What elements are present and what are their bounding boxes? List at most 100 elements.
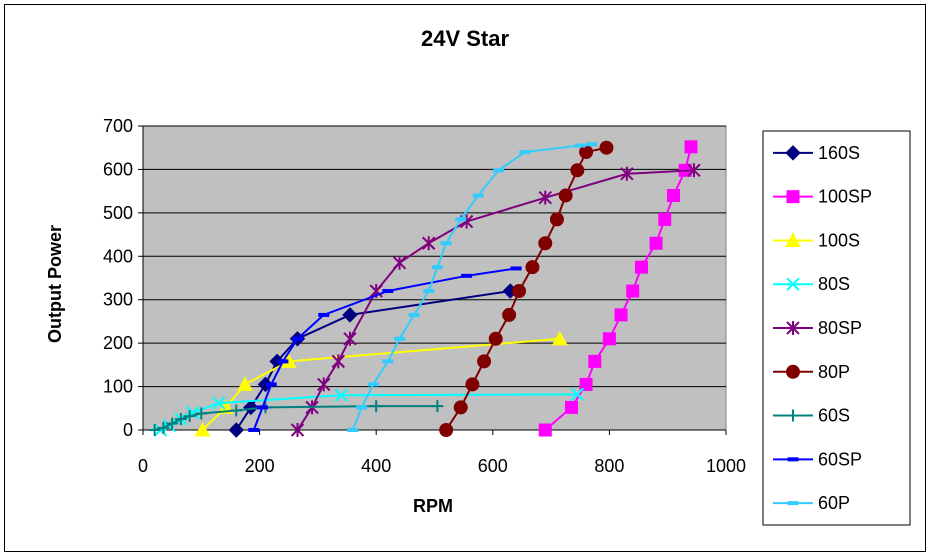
- data-point-60p: [586, 142, 598, 147]
- data-point-80p: [477, 354, 492, 369]
- y-tick-label: 500: [103, 203, 133, 223]
- data-point-160s: [243, 399, 259, 416]
- data-point-60p: [472, 193, 484, 198]
- chart-title: 24V Star: [421, 26, 509, 51]
- x-tick-label: 0: [138, 456, 148, 476]
- series-80p: [439, 140, 614, 437]
- data-point-80p: [512, 284, 527, 299]
- data-point-60sp: [248, 428, 260, 432]
- data-point-60p: [493, 168, 505, 173]
- legend-marker: [787, 409, 799, 422]
- data-point-80s: [212, 396, 226, 410]
- data-point-80p: [525, 260, 540, 275]
- data-point-100sp: [649, 236, 663, 250]
- x-tick-label: 1000: [706, 456, 746, 476]
- data-point-100sp: [579, 377, 593, 391]
- legend-marker: [785, 232, 801, 247]
- legend-label: 80SP: [818, 318, 862, 338]
- data-point-80p: [538, 236, 553, 251]
- legend-item-60s: 60S: [773, 406, 850, 426]
- y-tick-label: 200: [103, 333, 133, 353]
- series-60p: [347, 142, 598, 432]
- data-point-80p: [439, 423, 454, 437]
- plot-area: 0 100 200 300 400 500 600 700 0 200 400 600 800 1000: [103, 116, 746, 476]
- x-tick-label: 200: [245, 456, 275, 476]
- data-point-60s: [230, 404, 243, 417]
- data-point-80s: [570, 387, 585, 402]
- data-point-80sp: [331, 354, 346, 369]
- data-point-60sp: [382, 289, 394, 294]
- legend-label: 100S: [818, 230, 860, 250]
- legend-item-60sp: 60SP: [773, 449, 862, 469]
- data-point-100sp: [588, 354, 602, 368]
- data-point-100sp: [538, 423, 552, 437]
- data-point-100sp: [667, 188, 681, 202]
- data-point-80sp: [421, 236, 436, 251]
- data-point-100s: [194, 421, 211, 437]
- y-tick-label: 300: [103, 290, 133, 310]
- data-point-60p: [440, 241, 452, 246]
- legend-marker: [786, 277, 800, 291]
- data-point-80p: [488, 331, 503, 346]
- data-point-60s: [157, 421, 170, 434]
- data-point-60s: [195, 407, 208, 420]
- legend-label: 60SP: [818, 449, 862, 469]
- series-100sp: [538, 140, 698, 437]
- data-point-80p: [599, 140, 614, 155]
- data-point-160s: [342, 307, 358, 323]
- x-tick-label: 800: [594, 456, 624, 476]
- data-point-100sp: [565, 400, 579, 414]
- data-point-60sp: [510, 266, 522, 271]
- x-axis-title: RPM: [413, 496, 453, 516]
- legend-marker: [785, 145, 801, 161]
- legend-marker: [786, 364, 800, 379]
- data-point-80p: [465, 377, 480, 392]
- data-point-100sp: [602, 332, 616, 346]
- legend-marker: [787, 457, 799, 462]
- data-point-80sp: [392, 255, 407, 270]
- data-point-100sp: [658, 212, 672, 226]
- data-point-60sp: [277, 359, 289, 364]
- data-point-60s: [174, 413, 187, 426]
- y-axis-title: Output Power: [45, 225, 65, 343]
- data-point-60s: [148, 424, 161, 436]
- data-point-80p: [558, 188, 573, 203]
- data-point-160s: [228, 422, 244, 438]
- data-point-60sp: [257, 405, 269, 410]
- legend-item-100s: 100S: [773, 230, 860, 250]
- data-point-100s: [237, 376, 253, 391]
- data-point-60p: [382, 359, 394, 364]
- data-point-80p: [453, 400, 468, 415]
- legend-marker: [786, 190, 800, 204]
- legend-item-60p: 60P: [773, 493, 850, 513]
- data-point-80p: [570, 163, 585, 178]
- data-point-80p: [502, 307, 517, 322]
- y-tick-label: 100: [103, 377, 133, 397]
- data-point-80sp: [343, 331, 357, 346]
- data-point-80p: [549, 212, 564, 227]
- legend-item-80p: 80P: [773, 362, 850, 382]
- data-point-60p: [356, 405, 368, 410]
- data-point-60sp: [265, 382, 277, 387]
- legend: 160S 100SP 100S 80S 80SP 80P 60S 60SP 60P: [762, 130, 911, 526]
- series-line-80sp: [296, 169, 694, 431]
- data-point-80sp: [317, 377, 331, 392]
- legend-label: 160S: [818, 143, 860, 163]
- x-tick-label: 400: [361, 456, 391, 476]
- legend-label: 60P: [818, 493, 850, 513]
- y-tick-label: 0: [123, 420, 133, 440]
- data-point-80sp: [620, 166, 634, 181]
- data-point-60p: [519, 150, 531, 155]
- series-100s: [194, 330, 568, 437]
- data-point-60sp: [461, 273, 473, 278]
- series-60sp: [248, 266, 522, 432]
- y-tick-label: 600: [103, 159, 133, 179]
- data-point-100sp: [634, 260, 648, 274]
- series-line-60s: [154, 405, 438, 431]
- legend-marker: [787, 501, 799, 506]
- legend-item-100sp: 100SP: [773, 187, 872, 207]
- data-point-100sp: [614, 308, 628, 322]
- y-tick-label: 700: [103, 116, 133, 136]
- data-point-60p: [455, 217, 467, 222]
